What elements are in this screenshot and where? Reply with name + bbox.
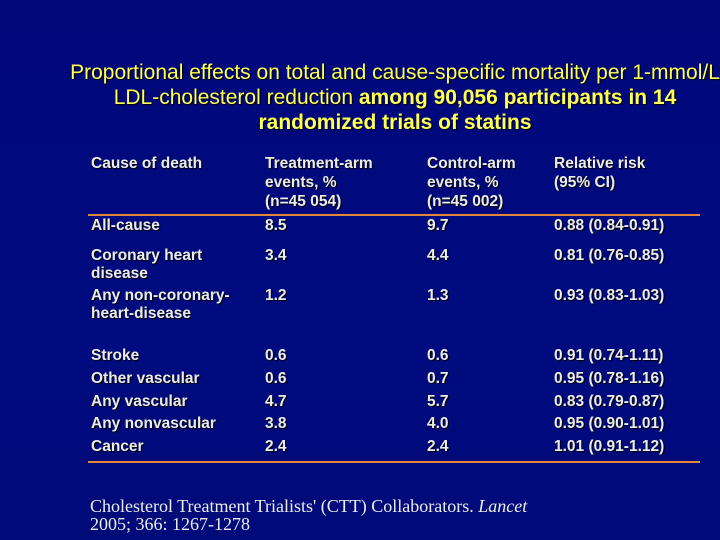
cause-cell: Any non-coronary- (91, 287, 230, 304)
column-header: (n=45 002) (427, 193, 504, 210)
control-cell: 2.4 (427, 438, 449, 455)
cause-cell: All-cause (91, 217, 160, 234)
column-header: events, % (265, 174, 337, 191)
control-cell: 4.4 (427, 247, 449, 264)
bottom-rule (88, 461, 700, 463)
treatment-cell: 4.7 (265, 393, 287, 410)
relative-risk-cell: 1.01 (0.91-1.12) (554, 438, 665, 455)
treatment-cell: 8.5 (265, 217, 287, 234)
relative-risk-cell: 0.93 (0.83-1.03) (554, 287, 665, 304)
cause-cell: disease (91, 265, 148, 282)
title-part-2: among 90,056 participants in 14 randomiz… (258, 86, 677, 134)
column-header: (95% CI) (554, 174, 616, 191)
relative-risk-cell: 0.95 (0.78-1.16) (554, 370, 665, 387)
control-cell: 5.7 (427, 393, 449, 410)
treatment-cell: 3.4 (265, 247, 287, 264)
reference-citation: 2005; 366: 1267-1278 (90, 514, 250, 534)
cause-cell: Coronary heart (91, 247, 203, 264)
column-header: Cause of death (91, 155, 203, 172)
cause-cell: Any nonvascular (91, 415, 216, 432)
cause-cell: Cancer (91, 438, 144, 455)
relative-risk-cell: 0.83 (0.79-0.87) (554, 393, 665, 410)
treatment-cell: 3.8 (265, 415, 287, 432)
column-header: (n=45 054) (265, 193, 342, 210)
control-cell: 0.7 (427, 370, 449, 387)
title-part-1: Proportional effects on total and cause-… (70, 61, 720, 109)
control-cell: 9.7 (427, 217, 449, 234)
relative-risk-cell: 0.88 (0.84-0.91) (554, 217, 665, 234)
treatment-cell: 0.6 (265, 347, 287, 364)
cause-cell: heart-disease (91, 305, 191, 322)
control-cell: 4.0 (427, 415, 449, 432)
column-header: Treatment-arm (265, 155, 373, 172)
control-cell: 0.6 (427, 347, 449, 364)
reference-journal: Lancet (478, 496, 528, 516)
control-cell: 1.3 (427, 287, 449, 304)
reference-authors: Cholesterol Treatment Trialists' (CTT) C… (90, 496, 474, 516)
header-rule (88, 214, 700, 216)
column-header: Control-arm (427, 155, 516, 172)
treatment-cell: 2.4 (265, 438, 287, 455)
cause-cell: Stroke (91, 347, 140, 364)
cause-cell: Any vascular (91, 393, 188, 410)
reference: Cholesterol Treatment Trialists' (CTT) C… (90, 497, 527, 533)
treatment-cell: 0.6 (265, 370, 287, 387)
cause-cell: Other vascular (91, 370, 200, 387)
slide-title: Proportional effects on total and cause-… (70, 60, 720, 135)
column-header: Relative risk (554, 155, 646, 172)
treatment-cell: 1.2 (265, 287, 287, 304)
relative-risk-cell: 0.91 (0.74-1.11) (554, 347, 664, 364)
column-header: events, % (427, 174, 499, 191)
relative-risk-cell: 0.81 (0.76-0.85) (554, 247, 665, 264)
relative-risk-cell: 0.95 (0.90-1.01) (554, 415, 665, 432)
